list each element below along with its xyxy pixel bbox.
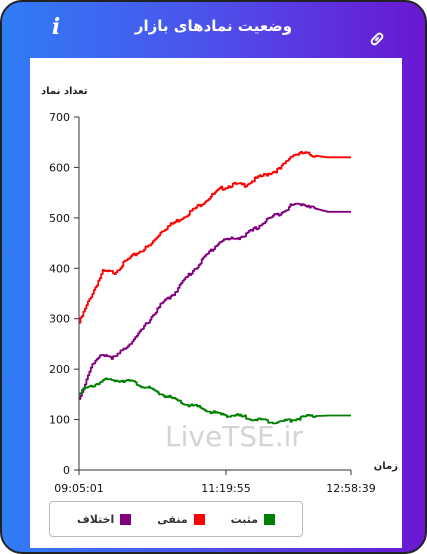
info-icon[interactable]: i — [51, 14, 61, 40]
legend-label-negative: منفی — [157, 512, 188, 526]
chart-legend: مثبت منفی اختلاف — [49, 501, 303, 537]
legend-label-positive: مثبت — [230, 512, 259, 526]
series-line — [79, 377, 351, 425]
y-tick-label: 200 — [49, 363, 70, 376]
y-tick-label: 0 — [63, 464, 70, 477]
legend-swatch-negative — [193, 513, 205, 525]
y-axis-label: تعداد نماد — [41, 86, 88, 97]
legend-label-difference: اختلاف — [77, 512, 115, 526]
x-tick-label: 12:58:39 — [326, 482, 375, 495]
chart-panel: تعداد نماد زمان LiveTSE.ir 0 100 200 300 400… — [30, 58, 402, 548]
y-tick-label: 700 — [49, 111, 70, 124]
legend-item-negative[interactable]: منفی — [157, 512, 205, 526]
legend-swatch-positive — [264, 513, 276, 525]
link-icon[interactable] — [368, 30, 386, 48]
x-axis-label: زمان — [374, 461, 398, 472]
y-tick-label: 300 — [49, 313, 70, 326]
legend-item-positive[interactable]: مثبت — [230, 512, 276, 526]
legend-swatch-difference — [120, 513, 132, 525]
x-tick-label: 09:05:01 — [54, 482, 103, 495]
page-title: وضعیت نمادهای بازار — [134, 17, 293, 35]
x-tick-label: 11:19:55 — [201, 482, 250, 495]
y-tick-label: 400 — [49, 262, 70, 275]
chart: تعداد نماد زمان LiveTSE.ir 0 100 200 300 400… — [41, 86, 398, 495]
series-line — [79, 151, 351, 324]
series-line — [79, 202, 351, 400]
legend-item-difference[interactable]: اختلاف — [77, 512, 132, 526]
header-bar: i وضعیت نمادهای بازار — [2, 2, 425, 56]
y-tick-label: 500 — [49, 212, 70, 225]
watermark: LiveTSE.ir — [165, 420, 303, 453]
y-tick-label: 600 — [49, 161, 70, 174]
y-tick-label: 100 — [49, 414, 70, 427]
